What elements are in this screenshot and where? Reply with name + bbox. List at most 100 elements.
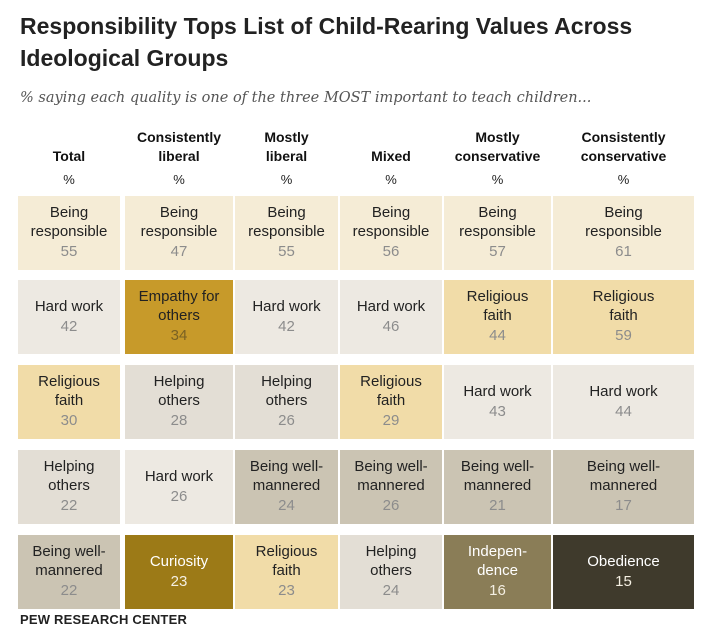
chart-title: Responsibility Tops List of Child-Rearin… [20,13,633,71]
table-cell: Hard work 46 [340,280,442,354]
percent-value: 61 [615,243,632,260]
column-header: Total [52,148,86,164]
quality-label: Being well- mannered [32,543,106,579]
chart-subtitle: % saying each quality is one of the thre… [20,90,592,106]
quality-label: Being responsible [30,204,108,240]
table-cell: Hard work 43 [444,365,551,439]
column-header: Mostly liberal [264,129,309,164]
percent-value: 59 [615,327,632,344]
percent-value: 55 [60,243,78,260]
percent-value: 28 [170,412,188,429]
table-cell: Helping others 22 [18,450,120,524]
quality-label: Hard work [356,297,426,315]
percent-value: 16 [489,582,506,599]
percent-value: 55 [278,243,295,260]
percent-value: 26 [278,412,295,429]
percent-value: 23 [278,582,295,599]
table-cell: Helping others 28 [125,365,233,439]
percent-value: 26 [382,497,400,514]
quality-label: Being well- mannered [460,458,535,494]
quality-label: Helping others [261,373,312,409]
percent-value: 26 [170,487,188,505]
quality-label: Religious faith [255,543,318,579]
table-cell: Being responsible 56 [340,196,442,270]
quality-label: Hard work [252,297,321,315]
percent-value: 47 [170,243,188,260]
quality-label: Being responsible [459,204,536,240]
percent-value: 22 [60,582,78,599]
table-cell: Religious faith 59 [553,280,694,354]
percent-value: 56 [382,243,400,260]
percent-value: 46 [382,317,400,335]
table-cell: Being well- mannered 26 [340,450,442,524]
table-cell: Being responsible 61 [553,196,694,270]
quality-label: Helping others [43,458,95,494]
table-cell: Curiosity 23 [125,535,233,609]
quality-label: Helping others [365,543,417,579]
quality-label: Being well- mannered [354,458,428,494]
percent-value: 42 [278,317,295,335]
quality-label: Helping others [153,373,205,409]
quality-label: Being responsible [352,204,430,240]
percent-unit-label: % [617,172,630,187]
quality-label: Religious faith [360,373,422,409]
table-cell: Religious faith 29 [340,365,442,439]
percent-value: 23 [170,572,188,590]
column-header: Mostly conservative [454,129,541,164]
column-header: Mixed [371,148,411,164]
quality-label: Empathy for others [138,288,220,324]
table-cell: Being well- mannered 22 [18,535,120,609]
quality-label: Hard work [144,467,214,485]
percent-value: 57 [489,243,506,260]
table-cell: Hard work 42 [235,280,338,354]
table-cell: Being responsible 47 [125,196,233,270]
quality-label: Hard work [589,382,658,400]
quality-label: Indepen- dence [467,543,528,579]
table-cell: Being responsible 57 [444,196,551,270]
quality-label: Hard work [463,382,532,400]
percent-value: 24 [278,497,295,514]
source-credit: PEW RESEARCH CENTER [20,612,188,627]
quality-label: Hard work [34,297,104,315]
table-cell: Hard work 42 [18,280,120,354]
percent-value: 44 [489,327,506,344]
table-cell: Hard work 44 [553,365,694,439]
quality-label: Curiosity [149,552,209,570]
table-cell: Being well- mannered 24 [235,450,338,524]
table-cell: Indepen- dence 16 [444,535,551,609]
table-cell: Being well- mannered 21 [444,450,551,524]
percent-value: 44 [615,402,632,420]
quality-label: Religious faith [466,288,529,324]
table-cell: Being well- mannered 17 [553,450,694,524]
column-header: Consistently conservative [580,129,667,164]
percent-value: 30 [60,412,78,429]
quality-label: Being well- mannered [586,458,661,494]
quality-label: Being responsible [140,204,218,240]
percent-value: 34 [170,327,188,344]
table-cell: Religious faith 44 [444,280,551,354]
percent-value: 43 [489,402,506,420]
percent-unit-label: % [280,172,293,187]
quality-label: Being responsible [585,204,662,240]
percent-unit-label: % [173,172,185,187]
table-cell: Empathy for others 34 [125,280,233,354]
quality-label: Religious faith [38,373,100,409]
table-cell: Obedience 15 [553,535,694,609]
table-cell: Helping others 26 [235,365,338,439]
column-header: Consistently liberal [136,129,221,164]
quality-label: Religious faith [592,288,655,324]
percent-value: 21 [489,497,506,514]
table-cell: Religious faith 30 [18,365,120,439]
table-cell: Hard work 26 [125,450,233,524]
percent-unit-label: % [385,172,397,187]
percent-value: 17 [615,497,632,514]
quality-label: Being well- mannered [249,458,324,494]
quality-label: Obedience [587,552,660,570]
percent-value: 29 [382,412,400,429]
percent-value: 24 [382,582,400,599]
table-cell: Helping others 24 [340,535,442,609]
table-cell: Religious faith 23 [235,535,338,609]
quality-label: Being responsible [248,204,325,240]
percent-value: 22 [60,497,78,514]
